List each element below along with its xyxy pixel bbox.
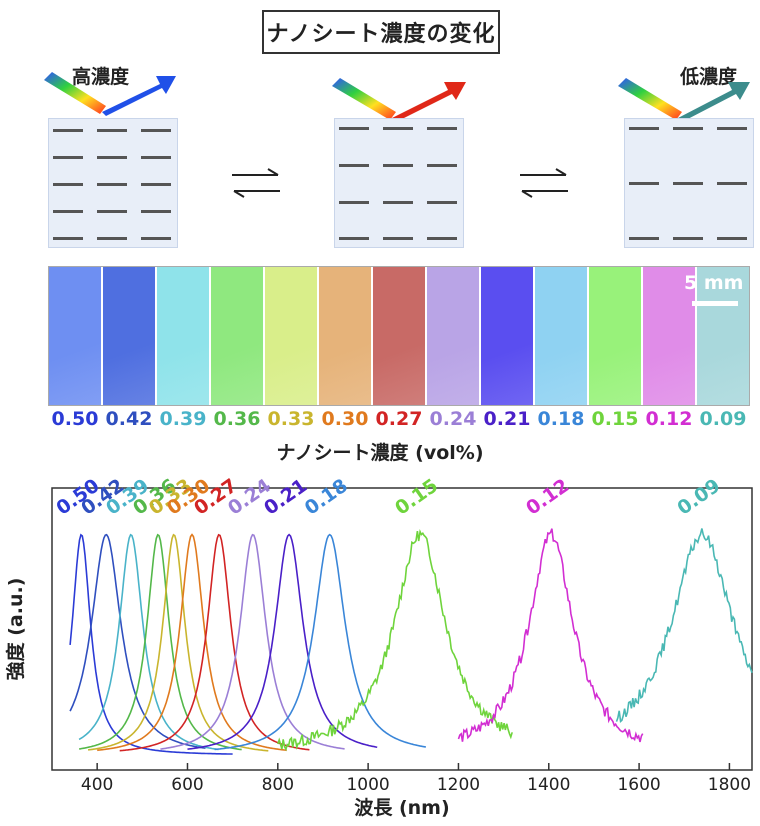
spectrum-line xyxy=(214,533,427,751)
series-label: 0.12 xyxy=(522,475,573,520)
sample-color-strip xyxy=(48,266,750,406)
sample-swatch xyxy=(589,267,643,405)
concentration-label: 0.12 xyxy=(645,408,693,430)
concentration-label: 0.18 xyxy=(537,408,585,430)
x-tick-label: 1400 xyxy=(527,775,570,795)
sample-swatch xyxy=(49,267,103,405)
concentration-label: 0.15 xyxy=(591,408,639,430)
scalebar-label: 5 mm xyxy=(684,272,744,294)
x-axis-title: 波長 (nm) xyxy=(354,796,449,819)
x-tick-label: 400 xyxy=(81,775,113,795)
concentration-label: 0.27 xyxy=(375,408,423,430)
equilibrium-arrows-1 xyxy=(232,168,280,198)
plot-frame xyxy=(51,487,753,771)
concentration-label: 0.42 xyxy=(105,408,153,430)
reflection-arrows-middle xyxy=(332,78,466,122)
concentration-label: 0.30 xyxy=(321,408,369,430)
concentration-labels: 0.50 0.42 0.39 0.36 0.33 0.30 0.27 0.24 0.21 0.18… xyxy=(48,408,750,434)
series-label: 0.18 xyxy=(301,475,352,520)
x-tick-label: 1200 xyxy=(437,775,480,795)
concentration-label: 0.36 xyxy=(213,408,261,430)
diagram-title: ナノシート濃度の変化 xyxy=(262,10,500,54)
x-tick-label: 1800 xyxy=(708,775,751,795)
sample-swatch xyxy=(157,267,211,405)
sample-swatch xyxy=(427,267,481,405)
sample-swatch xyxy=(265,267,319,405)
spectrum-line xyxy=(277,529,513,752)
high-concentration-label: 高濃度 xyxy=(72,66,130,88)
spectrum-line xyxy=(69,533,233,755)
concentration-label: 0.21 xyxy=(483,408,531,430)
concentration-label: 0.33 xyxy=(267,408,315,430)
scalebar xyxy=(692,301,738,306)
spectrum-line xyxy=(187,533,378,750)
equilibrium-arrows-2 xyxy=(520,168,568,198)
concentration-label: 0.24 xyxy=(429,408,477,430)
x-tick-label: 600 xyxy=(171,775,203,795)
low-concentration-label: 低濃度 xyxy=(680,66,738,88)
reflection-arrows-low xyxy=(618,78,750,122)
spectrum-line xyxy=(615,528,753,723)
reflection-arrows-high xyxy=(44,72,176,116)
x-tick-label: 1600 xyxy=(617,775,660,795)
sample-swatch xyxy=(319,267,373,405)
reflectance-spectra-chart: 400 600 800 1000 1200 1400 1600 1800 波長 (nm) 強度 (… xyxy=(4,475,753,819)
nanosheet-panel-high xyxy=(48,118,178,248)
series-label: 0.21 xyxy=(260,475,311,520)
sample-swatch xyxy=(697,267,749,405)
sample-swatch xyxy=(535,267,589,405)
spectrum-line xyxy=(97,533,287,752)
series-label: 0.09 xyxy=(673,475,724,520)
nanosheet-panel-middle xyxy=(334,118,464,248)
y-axis-title: 強度 (a.u.) xyxy=(4,578,27,681)
concentration-label: 0.50 xyxy=(51,408,99,430)
sample-swatch xyxy=(103,267,157,405)
nanosheet-panel-low xyxy=(624,118,754,248)
x-tick-label: 1000 xyxy=(346,775,389,795)
spectrum-line xyxy=(78,533,242,751)
concentration-label: 0.09 xyxy=(699,408,747,430)
sample-swatch xyxy=(211,267,265,405)
spectrum-line xyxy=(457,528,644,743)
spectrum-line xyxy=(160,533,345,750)
series-label: 0.15 xyxy=(391,475,442,520)
spectrum-line xyxy=(78,533,219,751)
x-tick-label: 800 xyxy=(262,775,294,795)
sample-swatch xyxy=(643,267,697,405)
sample-swatch xyxy=(481,267,535,405)
concentration-axis-label: ナノシート濃度 (vol%) xyxy=(276,442,484,464)
spectrum-line xyxy=(119,533,310,752)
concentration-label: 0.39 xyxy=(159,408,207,430)
sample-swatch xyxy=(373,267,427,405)
